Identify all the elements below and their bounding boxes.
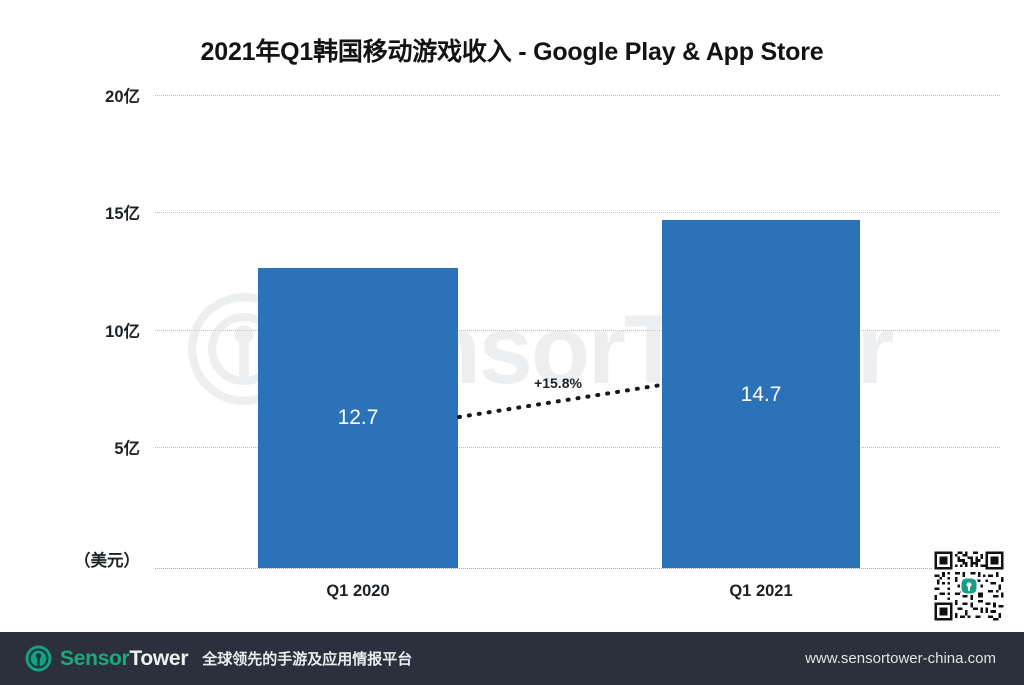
gridline-20: [155, 95, 1000, 96]
qr-code-icon[interactable]: [932, 549, 1006, 623]
y-tick-label-15: 15亿: [105, 205, 140, 223]
bar-value-q1-2021: 14.7: [740, 383, 782, 406]
qr-code-graphic: [932, 549, 1006, 623]
growth-annotation-label: +15.8%: [534, 375, 582, 391]
gridline-15: [155, 212, 1000, 213]
gridline-baseline: [155, 568, 1000, 569]
bar-q1-2021[interactable]: 14.7: [662, 220, 860, 568]
bar-q1-2020[interactable]: 12.7: [258, 268, 458, 568]
x-tick-label-q1-2021: Q1 2021: [729, 582, 793, 600]
x-tick-label-q1-2020: Q1 2020: [326, 582, 390, 600]
sensortower-logo-icon: [25, 645, 52, 672]
footer-bar: SensorTower 全球领先的手游及应用情报平台 www.sensortow…: [0, 632, 1024, 685]
gridline-10: [155, 330, 1000, 331]
gridline-5: [155, 447, 1000, 448]
y-axis: 20亿 15亿 10亿 5亿 （美元）: [0, 88, 140, 570]
y-tick-label-10: 10亿: [105, 323, 140, 341]
plot-area: SensorTower 12.7 14.7: [155, 95, 1000, 569]
y-tick-label-20: 20亿: [105, 88, 140, 106]
footer-brand-tower: Tower: [129, 646, 189, 670]
bar-value-q1-2020: 12.7: [337, 406, 379, 429]
y-tick-label-5: 5亿: [114, 440, 140, 458]
footer-brand: SensorTower: [60, 646, 189, 671]
y-axis-unit-label: （美元）: [74, 552, 140, 570]
footer-brand-sensor: Sensor: [60, 646, 130, 670]
footer-url[interactable]: www.sensortower-china.com: [805, 650, 996, 667]
page-title: 2021年Q1韩国移动游戏收入 - Google Play & App Stor…: [200, 38, 824, 66]
footer-tagline: 全球领先的手游及应用情报平台: [202, 651, 413, 668]
